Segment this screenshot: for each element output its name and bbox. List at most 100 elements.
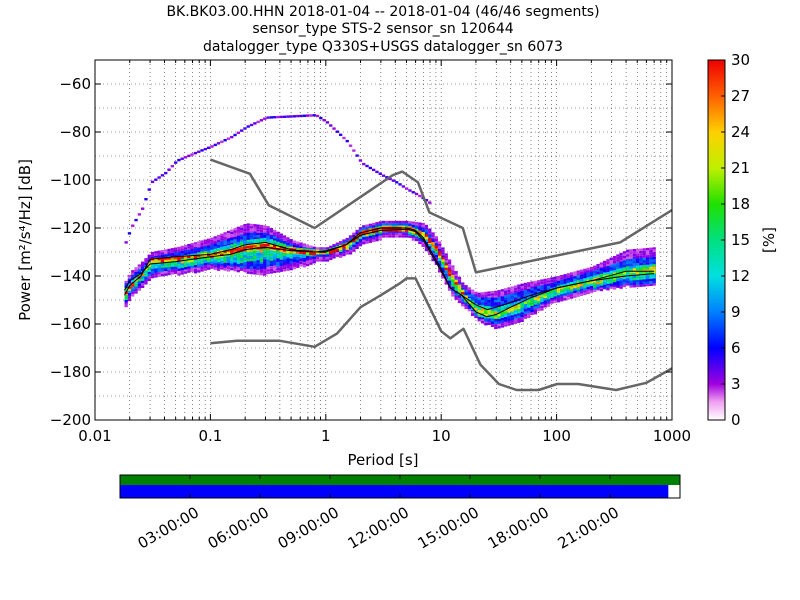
density-cell xyxy=(233,255,237,258)
density-cell xyxy=(286,255,290,258)
density-cell xyxy=(461,289,465,293)
density-cell xyxy=(243,228,247,232)
density-cell xyxy=(576,270,580,273)
density-cell xyxy=(553,279,557,282)
density-cell xyxy=(599,268,603,271)
density-cell xyxy=(645,247,650,251)
density-cell xyxy=(583,287,587,291)
density-cell xyxy=(375,236,379,239)
density-cell xyxy=(553,300,557,304)
density-cell xyxy=(533,287,537,290)
density-cell xyxy=(477,300,481,303)
density-cell xyxy=(454,288,458,291)
outlier-cell xyxy=(137,213,141,216)
density-cell xyxy=(378,235,382,239)
density-cell xyxy=(253,266,257,269)
density-cell xyxy=(131,284,135,287)
density-cell xyxy=(609,267,613,270)
density-cell xyxy=(236,259,240,262)
outlier-cell xyxy=(365,164,369,168)
density-cell xyxy=(467,304,471,307)
density-cell xyxy=(259,224,264,228)
density-cell xyxy=(286,268,290,271)
density-cell xyxy=(226,241,231,244)
density-cell xyxy=(358,241,363,244)
density-cell xyxy=(636,248,640,252)
density-cell xyxy=(203,263,207,266)
density-cell xyxy=(497,299,501,303)
density-cell xyxy=(144,260,148,263)
density-cell xyxy=(273,238,277,242)
density-cell xyxy=(540,303,544,306)
density-cell xyxy=(299,258,303,261)
density-cell xyxy=(124,280,128,284)
density-cell xyxy=(263,266,267,269)
density-cell xyxy=(612,263,617,267)
density-cell xyxy=(510,312,514,316)
density-cell xyxy=(447,271,452,274)
density-cell xyxy=(497,323,501,327)
density-cell xyxy=(345,252,349,255)
density-cell xyxy=(289,244,293,247)
density-cell xyxy=(197,270,201,273)
density-cell xyxy=(570,289,574,292)
density-cell xyxy=(500,291,504,294)
density-cell xyxy=(606,281,610,284)
density-cell xyxy=(632,261,636,264)
density-cell xyxy=(207,243,211,246)
density-cell xyxy=(276,259,280,262)
density-cell xyxy=(216,268,221,271)
density-cell xyxy=(513,319,518,322)
density-cell xyxy=(533,285,537,288)
density-cell xyxy=(431,237,435,240)
density-cell xyxy=(266,266,270,270)
density-cell xyxy=(454,279,458,283)
density-cell xyxy=(513,316,518,320)
density-cell xyxy=(523,314,528,317)
density-cell xyxy=(276,261,280,265)
density-cell xyxy=(210,264,214,267)
density-cell xyxy=(296,257,300,261)
density-cell xyxy=(273,265,277,269)
density-cell xyxy=(362,237,366,240)
density-cell xyxy=(187,266,191,269)
density-cell xyxy=(200,261,204,264)
density-cell xyxy=(642,279,646,282)
density-cell xyxy=(299,246,303,249)
density-cell xyxy=(418,238,422,241)
density-cell xyxy=(447,275,452,279)
density-cell xyxy=(619,261,623,264)
density-cell xyxy=(444,265,448,268)
density-cell xyxy=(507,307,511,311)
density-cell xyxy=(220,233,224,236)
density-cell xyxy=(131,274,135,278)
density-cell xyxy=(609,269,613,273)
density-cell xyxy=(583,290,587,293)
density-cell xyxy=(438,246,442,249)
outlier-cell xyxy=(329,124,333,127)
y-axis-label: Power [m²/s⁴/Hz] [dB] xyxy=(16,159,34,321)
density-cell xyxy=(372,225,376,228)
density-cell xyxy=(249,223,254,227)
density-cell xyxy=(583,275,587,279)
density-cell xyxy=(210,240,214,243)
density-cell xyxy=(157,272,161,275)
density-cell xyxy=(253,239,257,242)
density-cell xyxy=(365,236,369,239)
density-cell xyxy=(170,267,174,270)
density-cell xyxy=(352,239,356,243)
mean-line xyxy=(124,228,655,311)
density-cell xyxy=(441,252,445,255)
density-cell xyxy=(414,232,419,235)
density-cell xyxy=(355,244,359,247)
density-cell xyxy=(197,250,201,253)
density-cell xyxy=(243,269,247,272)
density-cell xyxy=(431,234,435,238)
density-cell xyxy=(523,292,528,295)
density-cell xyxy=(319,259,323,262)
density-cell xyxy=(540,305,544,309)
density-cell xyxy=(510,320,514,323)
density-cell xyxy=(273,257,277,260)
outlier-cell xyxy=(187,154,191,158)
density-cell xyxy=(421,225,425,228)
